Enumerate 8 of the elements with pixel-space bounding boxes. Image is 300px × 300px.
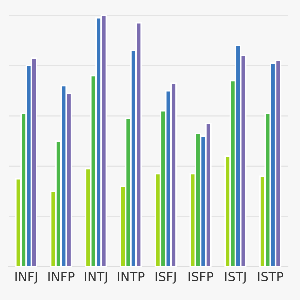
x-tick-label: ISFP [188,272,214,282]
x-tick-label: INFJ [16,272,38,284]
x-tick-label: ISTJ [225,272,246,284]
x-tick-label: ISFJ [156,272,176,284]
x-tick-label: INTP [118,272,145,282]
x-tick-label: ISTP [258,272,284,282]
x-tick-label: INTJ [85,272,108,284]
x-tick-label: INFP [48,272,75,282]
